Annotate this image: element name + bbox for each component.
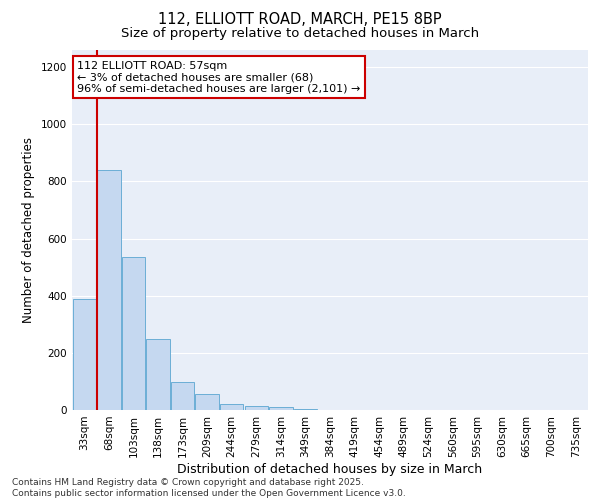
Bar bbox=[245, 406, 268, 410]
Text: 112 ELLIOTT ROAD: 57sqm
← 3% of detached houses are smaller (68)
96% of semi-det: 112 ELLIOTT ROAD: 57sqm ← 3% of detached… bbox=[77, 61, 361, 94]
Bar bbox=[97, 170, 121, 410]
Bar bbox=[171, 382, 194, 410]
Text: Contains HM Land Registry data © Crown copyright and database right 2025.
Contai: Contains HM Land Registry data © Crown c… bbox=[12, 478, 406, 498]
Bar bbox=[220, 404, 244, 410]
Bar bbox=[269, 407, 293, 410]
Bar bbox=[122, 256, 145, 410]
Bar bbox=[73, 298, 96, 410]
Bar bbox=[146, 339, 170, 410]
Text: Size of property relative to detached houses in March: Size of property relative to detached ho… bbox=[121, 28, 479, 40]
Text: 112, ELLIOTT ROAD, MARCH, PE15 8BP: 112, ELLIOTT ROAD, MARCH, PE15 8BP bbox=[158, 12, 442, 26]
X-axis label: Distribution of detached houses by size in March: Distribution of detached houses by size … bbox=[178, 462, 482, 475]
Bar bbox=[196, 394, 219, 410]
Y-axis label: Number of detached properties: Number of detached properties bbox=[22, 137, 35, 323]
